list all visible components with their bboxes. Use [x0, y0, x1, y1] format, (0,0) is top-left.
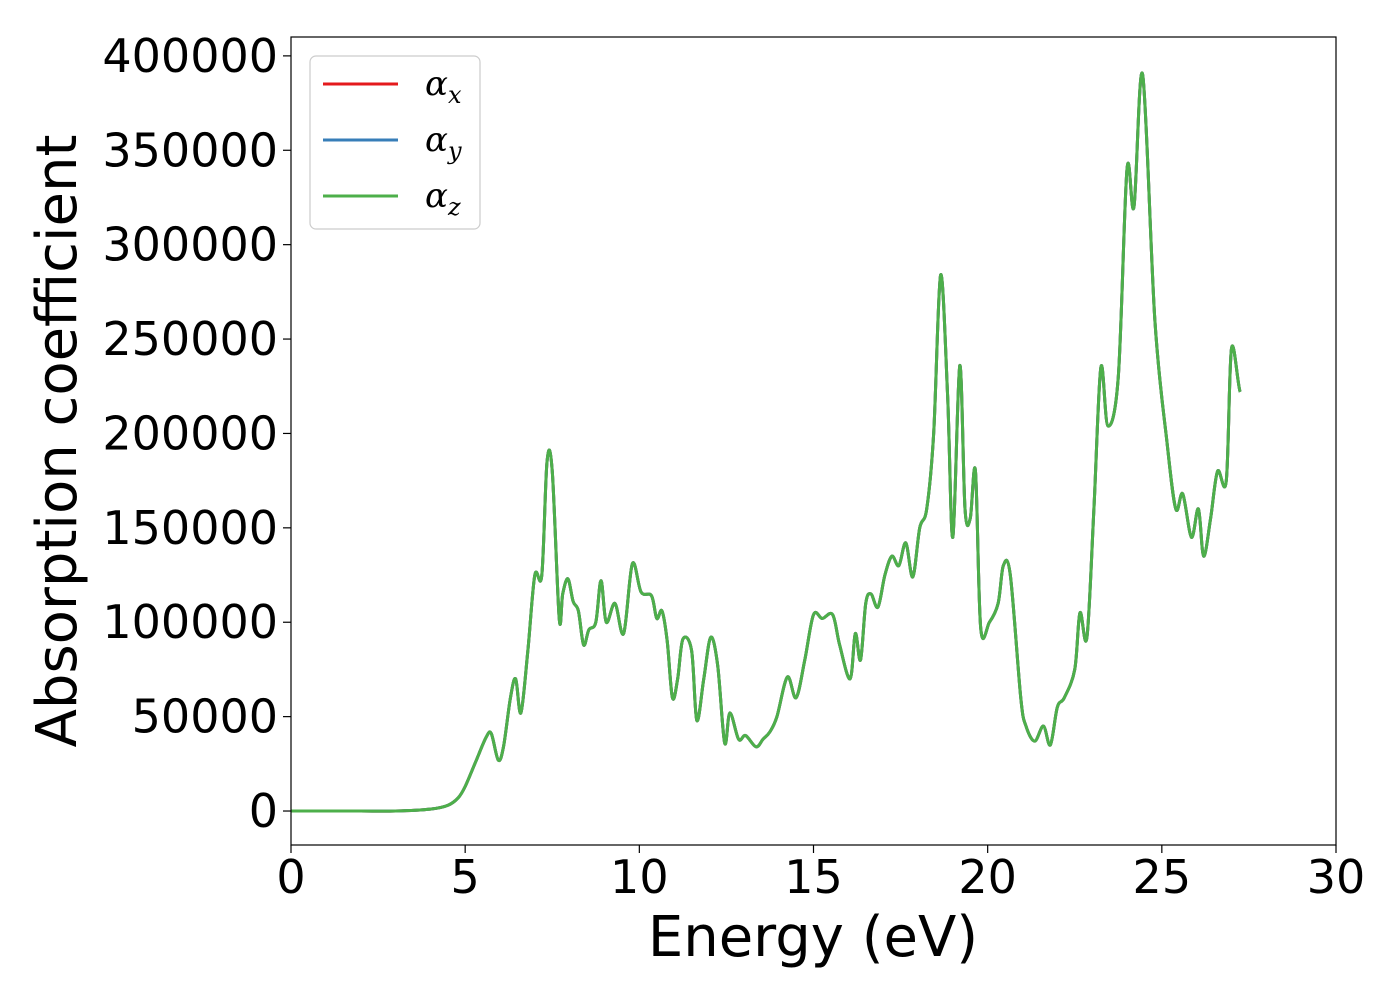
y-axis-ticks: 0 50000 100000 150000 200000 250000 300000 3500…: [102, 29, 291, 838]
y-tick-label: 300000: [102, 218, 278, 272]
x-tick-label: 0: [276, 850, 305, 904]
x-tick-label: 10: [610, 850, 669, 904]
x-tick-label: 25: [1133, 850, 1192, 904]
legend-label: αx: [425, 64, 462, 109]
x-tick-label: 5: [451, 850, 480, 904]
series-layer: [291, 71, 1242, 813]
x-tick-label: 20: [958, 850, 1017, 904]
legend: αx αy αz: [309, 55, 481, 230]
x-tick-label: 15: [784, 850, 843, 904]
x-axis-ticks: 0 5 10 15 20 25 30: [276, 845, 1365, 904]
y-tick-label: 150000: [102, 501, 278, 555]
series-line-alpha-z: [291, 71, 1242, 813]
y-tick-label: 0: [249, 784, 278, 838]
y-tick-label: 50000: [132, 690, 278, 744]
y-axis-title: Absorption coefficient: [25, 135, 90, 748]
x-tick-label: 30: [1307, 850, 1366, 904]
y-tick-label: 400000: [102, 29, 278, 83]
legend-label: αz: [425, 176, 461, 221]
legend-label: αy: [425, 120, 462, 165]
y-tick-label: 200000: [102, 406, 278, 460]
y-tick-label: 350000: [102, 123, 278, 177]
legend-box: [309, 55, 481, 230]
y-tick-label: 100000: [102, 595, 278, 649]
y-tick-label: 250000: [102, 312, 278, 366]
x-axis-title: Energy (eV): [648, 905, 978, 970]
